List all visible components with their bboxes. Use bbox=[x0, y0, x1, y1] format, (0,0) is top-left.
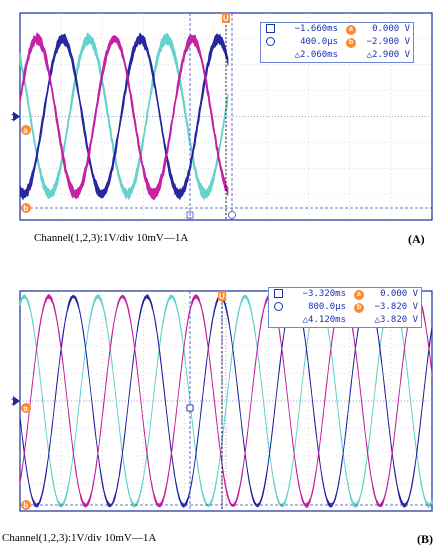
time-cursor-circle-marker bbox=[228, 211, 236, 219]
volt-cursor-b-value: −2.900 V bbox=[366, 37, 410, 47]
volt-cursor-a-value: 0.000 V bbox=[372, 24, 410, 34]
cursor-readout-a: −1.660ms a 0.000 V 400.0µs b −2.900 V △2… bbox=[260, 22, 414, 63]
cursor-readout-b: −3.320ms a 0.000 V 800.0µs b −3.820 V △4… bbox=[268, 287, 422, 328]
volt-cursor-b-marker-icon bbox=[21, 500, 31, 510]
time-cursor-2-value: 800.0µs bbox=[308, 302, 346, 312]
volt-delta-value: △2.900 V bbox=[366, 50, 410, 60]
channel-1-marker-label: 1 bbox=[11, 397, 16, 407]
volt-cursor-a-value: 0.000 V bbox=[380, 289, 418, 299]
volt-cursor-a-marker-label: a bbox=[23, 404, 28, 413]
channel-a-icon: a bbox=[354, 290, 364, 300]
channel-b-icon: b bbox=[354, 303, 364, 313]
waveform-channel-3 bbox=[19, 32, 229, 201]
panel-b-label: (B) bbox=[417, 532, 433, 546]
channel-1-marker-label: 1 bbox=[11, 112, 16, 122]
time-delta-value: △2.060ms bbox=[294, 50, 338, 60]
volt-delta-value: △3.820 V bbox=[374, 315, 418, 325]
panel-a-label: (A) bbox=[408, 232, 425, 246]
waveform-channel-3 bbox=[19, 293, 433, 508]
time-cursor-circle-icon bbox=[265, 37, 275, 46]
volt-cursor-b-marker-label: b bbox=[23, 501, 28, 510]
volt-cursor-a-marker-icon bbox=[21, 403, 31, 413]
panel-a-caption: Channel(1,2,3):1V/div 10mV—1A bbox=[34, 232, 189, 244]
channel-a-icon: a bbox=[346, 25, 356, 35]
time-cursor-1-value: −1.660ms bbox=[294, 24, 338, 34]
time-cursor-circle-marker bbox=[186, 404, 194, 412]
time-delta-value: △4.120ms bbox=[302, 315, 346, 325]
volt-cursor-b-marker-label: b bbox=[23, 204, 28, 213]
time-cursor-1-value: −3.320ms bbox=[302, 289, 346, 299]
trigger-marker-icon bbox=[218, 291, 226, 301]
time-cursor-square-icon bbox=[273, 289, 283, 298]
panel-b-caption: Channel(1,2,3):1V/div 10mV—1A bbox=[2, 532, 157, 544]
waveform-channel-1 bbox=[19, 32, 229, 201]
volt-cursor-b-value: −3.820 V bbox=[374, 302, 418, 312]
time-cursor-square-marker bbox=[186, 211, 194, 219]
channel-1-marker-icon bbox=[13, 396, 20, 406]
time-cursor-square-icon bbox=[265, 24, 275, 33]
volt-cursor-a-marker-icon bbox=[21, 125, 31, 135]
volt-cursor-b-marker-icon bbox=[21, 203, 31, 213]
channel-1-marker-icon bbox=[13, 111, 20, 122]
time-cursor-circle-icon bbox=[273, 302, 283, 311]
channel-b-icon: b bbox=[346, 38, 356, 48]
time-cursor-2-value: 400.0µs bbox=[300, 37, 338, 47]
time-cursor-square-marker bbox=[186, 404, 194, 412]
trigger-marker-icon bbox=[222, 13, 230, 23]
volt-cursor-a-marker-label: a bbox=[23, 126, 28, 135]
trigger-marker-label: U bbox=[223, 14, 229, 23]
waveform-channel-1 bbox=[19, 294, 433, 509]
trigger-marker-label: U bbox=[219, 292, 225, 301]
waveform-channel-2 bbox=[19, 294, 433, 508]
